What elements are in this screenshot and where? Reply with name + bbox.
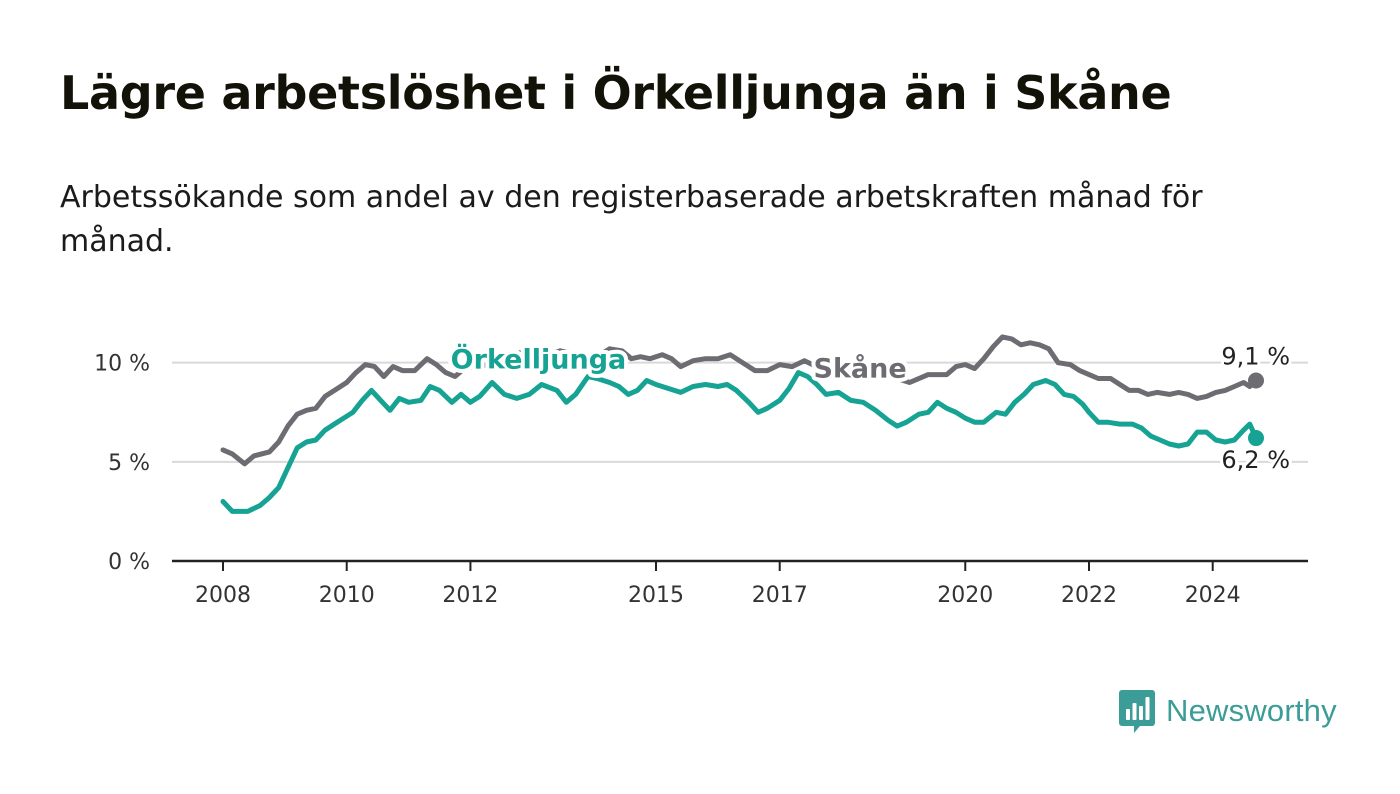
series-name-label: Örkelljunga (451, 343, 627, 376)
series-line-skane (220, 334, 1259, 467)
y-tick-label: 10 % (94, 352, 150, 377)
y-tick-label: 5 % (108, 451, 150, 476)
x-tick-label: 2008 (195, 583, 251, 608)
newsworthy-logo: Newsworthy (1118, 688, 1337, 734)
series-line-orkelljunga (220, 370, 1259, 514)
x-tick-label: 2017 (752, 583, 808, 608)
x-tick-label: 2015 (628, 583, 684, 608)
brand-name: Newsworthy (1166, 693, 1337, 728)
x-tick-label: 2020 (937, 583, 993, 608)
series-labels: 9,1 % Skåne 6,2 % Örkelljunga (447, 339, 1293, 477)
series-end-point (1248, 372, 1264, 389)
y-tick-label: 0 % (108, 550, 150, 575)
x-tick-label: 2022 (1061, 583, 1117, 608)
series-end-point (1248, 430, 1264, 447)
grid-lines (172, 361, 1308, 463)
x-tick-label: 2010 (319, 583, 375, 608)
x-tick-label: 2024 (1185, 583, 1241, 608)
chart-subtitle: Arbetssökande som andel av den registerb… (60, 180, 1203, 259)
x-tick-label: 2012 (442, 583, 498, 608)
axes: 0 % 5 % 10 % 2008 2010 2012 2015 2017 2020 2022 20… (94, 352, 1308, 608)
bar-chart-icon (1119, 690, 1155, 733)
series-name-label: Skåne (814, 353, 907, 385)
end-value-label: 9,1 % (1221, 343, 1290, 371)
series-lines (220, 334, 1264, 514)
end-value-label: 6,2 % (1221, 446, 1290, 474)
chart-title: Lägre arbetslöshet i Örkelljunga än i Sk… (60, 66, 1172, 120)
